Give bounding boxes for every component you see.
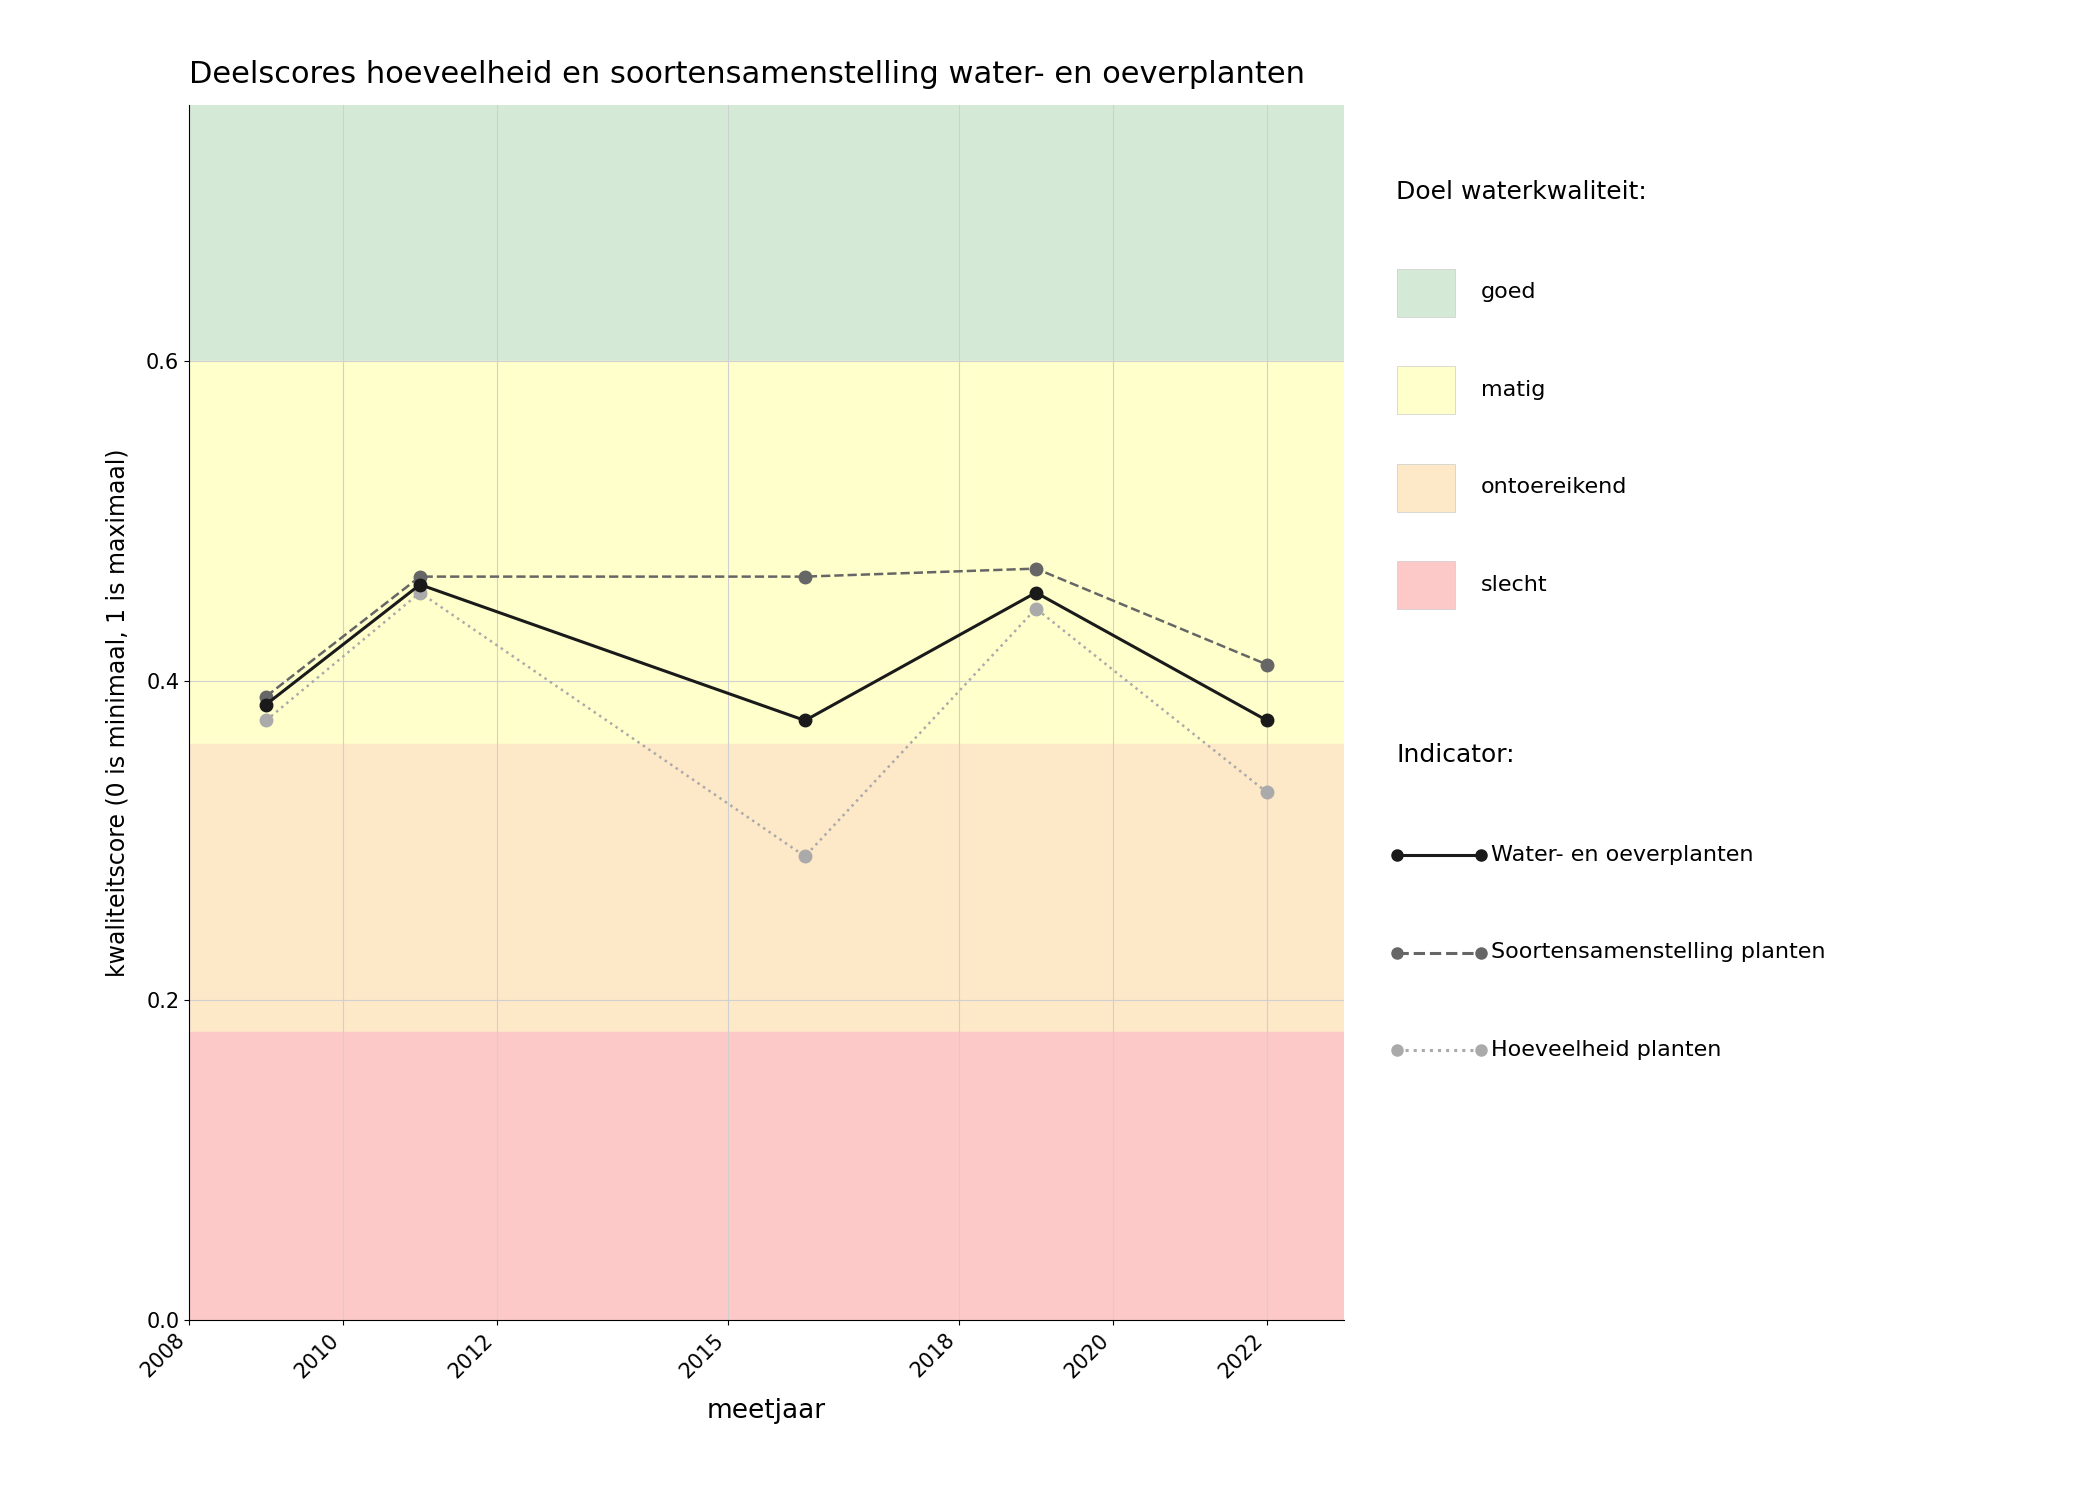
Y-axis label: kwaliteitscore (0 is minimaal, 1 is maximaal): kwaliteitscore (0 is minimaal, 1 is maxi… bbox=[105, 448, 130, 976]
Text: Hoeveelheid planten: Hoeveelheid planten bbox=[1491, 1040, 1722, 1060]
Text: Doel waterkwaliteit:: Doel waterkwaliteit: bbox=[1396, 180, 1646, 204]
Bar bbox=[189, 744, 1344, 1032]
Text: slecht: slecht bbox=[1480, 574, 1548, 596]
Bar bbox=[189, 1032, 1344, 1320]
X-axis label: meetjaar: meetjaar bbox=[708, 1398, 825, 1423]
Text: ontoereikend: ontoereikend bbox=[1480, 477, 1628, 498]
Text: Water- en oeverplanten: Water- en oeverplanten bbox=[1491, 844, 1754, 865]
Bar bbox=[189, 105, 1344, 362]
Text: Indicator:: Indicator: bbox=[1396, 742, 1514, 766]
Text: goed: goed bbox=[1480, 282, 1535, 303]
Text: matig: matig bbox=[1480, 380, 1546, 400]
Text: Deelscores hoeveelheid en soortensamenstelling water- en oeverplanten: Deelscores hoeveelheid en soortensamenst… bbox=[189, 60, 1304, 88]
Text: Soortensamenstelling planten: Soortensamenstelling planten bbox=[1491, 942, 1825, 963]
Bar bbox=[189, 362, 1344, 744]
